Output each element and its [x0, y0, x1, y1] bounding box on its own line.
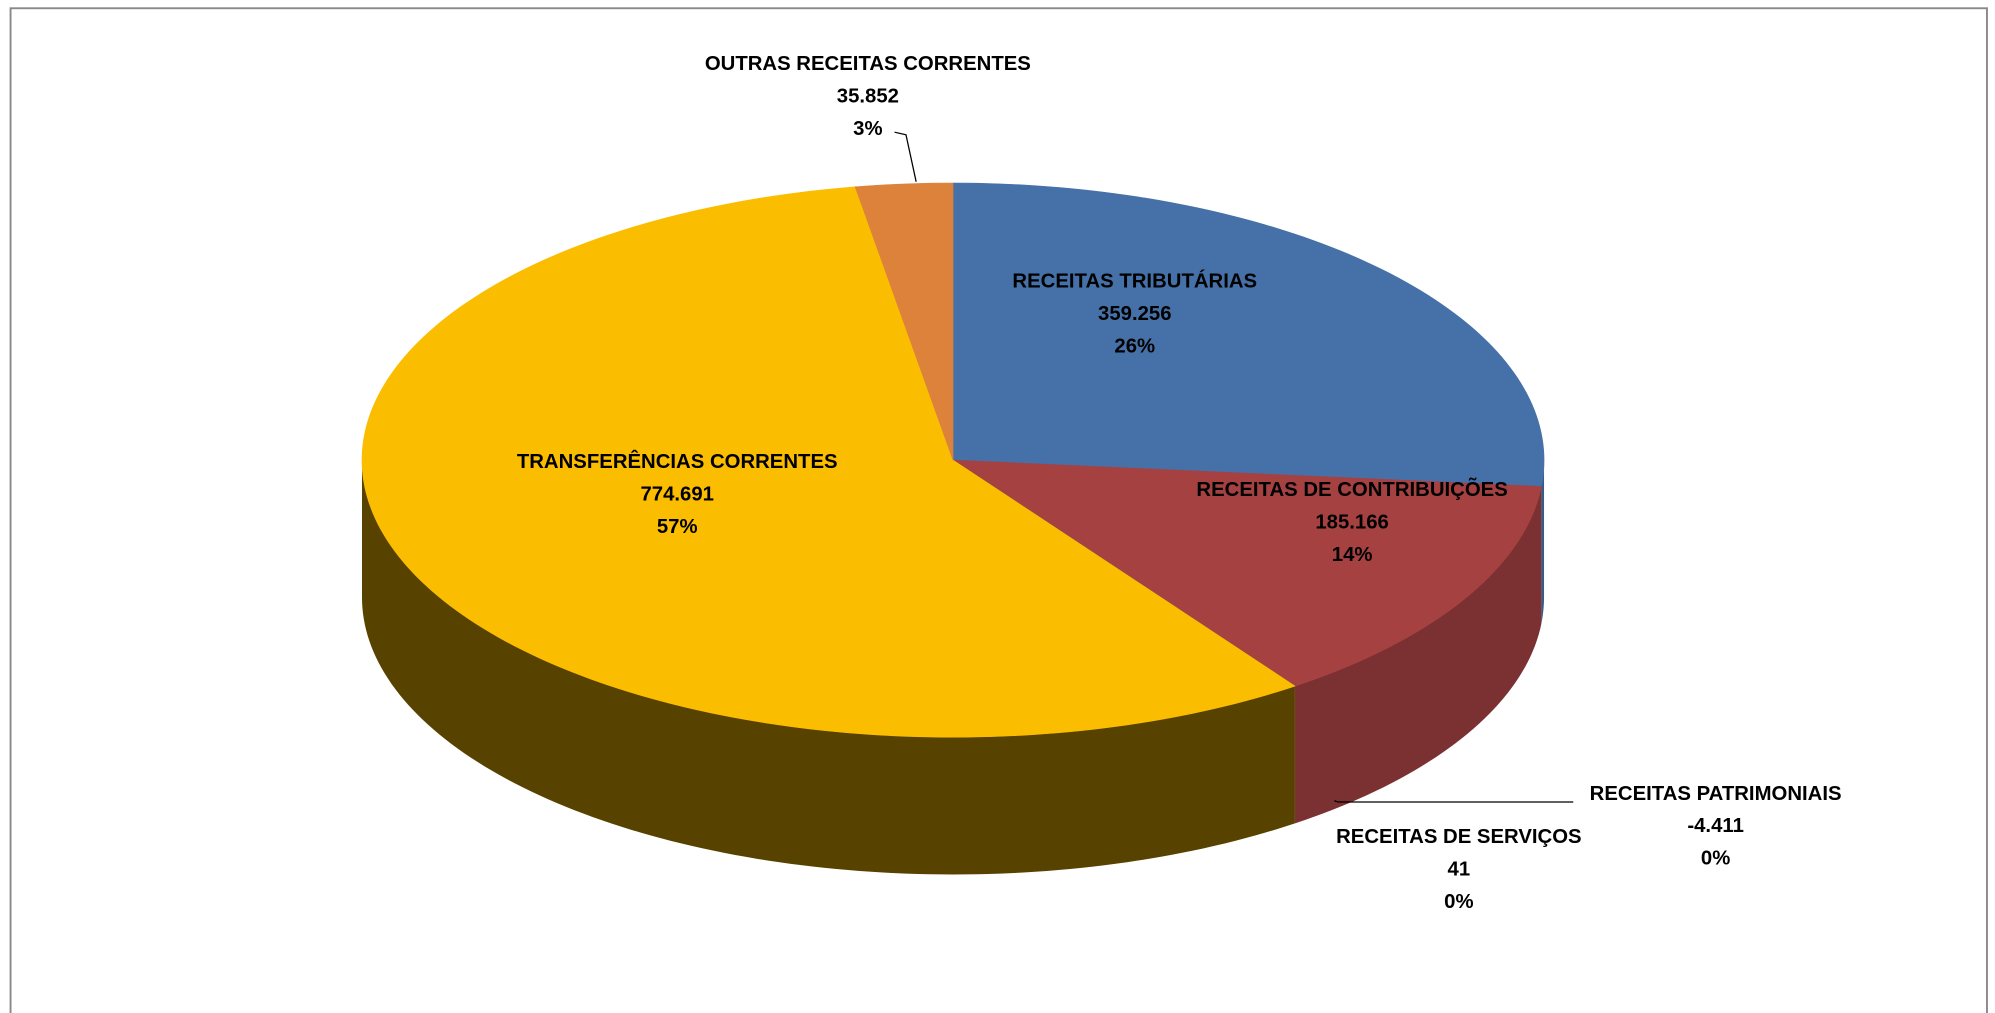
- slice-side: [361, 460, 1295, 875]
- percent-label: 0%: [1444, 891, 1473, 913]
- leader-line: [1334, 800, 1574, 803]
- pie-sides: [361, 460, 1545, 875]
- category-label: RECEITAS TRIBUTÁRIAS: [1012, 270, 1257, 293]
- value-label: -4.411: [1687, 815, 1744, 837]
- slice: [854, 182, 954, 461]
- category-label: RECEITAS DE CONTRIBUIÇÕES: [1196, 477, 1507, 501]
- data-labels: RECEITAS TRIBUTÁRIAS 359.256 26% RECEITAS D…: [517, 53, 1842, 913]
- value-label: 41: [1448, 858, 1471, 880]
- value-label: 774.691: [640, 483, 713, 505]
- percent-label: 57%: [657, 516, 698, 538]
- percent-label: 3%: [853, 118, 882, 140]
- percent-label: 0%: [1701, 848, 1730, 870]
- slice: [952, 182, 1545, 487]
- category-label: OUTRAS RECEITAS CORRENTES: [705, 53, 1031, 75]
- percent-label: 14%: [1332, 544, 1373, 566]
- slice: [951, 459, 1542, 687]
- pie-tops: [361, 182, 1545, 738]
- slice-side: [1541, 460, 1545, 624]
- value-label: 359.256: [1098, 303, 1171, 325]
- leader-line: [894, 131, 917, 182]
- value-label: 35.852: [837, 86, 899, 108]
- slice-side: [1295, 486, 1542, 824]
- category-label: RECEITAS PATRIMONIAIS: [1590, 783, 1842, 805]
- category-label: TRANSFERÊNCIAS CORRENTES: [517, 449, 838, 473]
- category-label: RECEITAS DE SERVIÇOS: [1336, 826, 1581, 848]
- value-label: 185.166: [1315, 511, 1388, 533]
- percent-label: 26%: [1114, 335, 1155, 357]
- slice: [361, 186, 1296, 738]
